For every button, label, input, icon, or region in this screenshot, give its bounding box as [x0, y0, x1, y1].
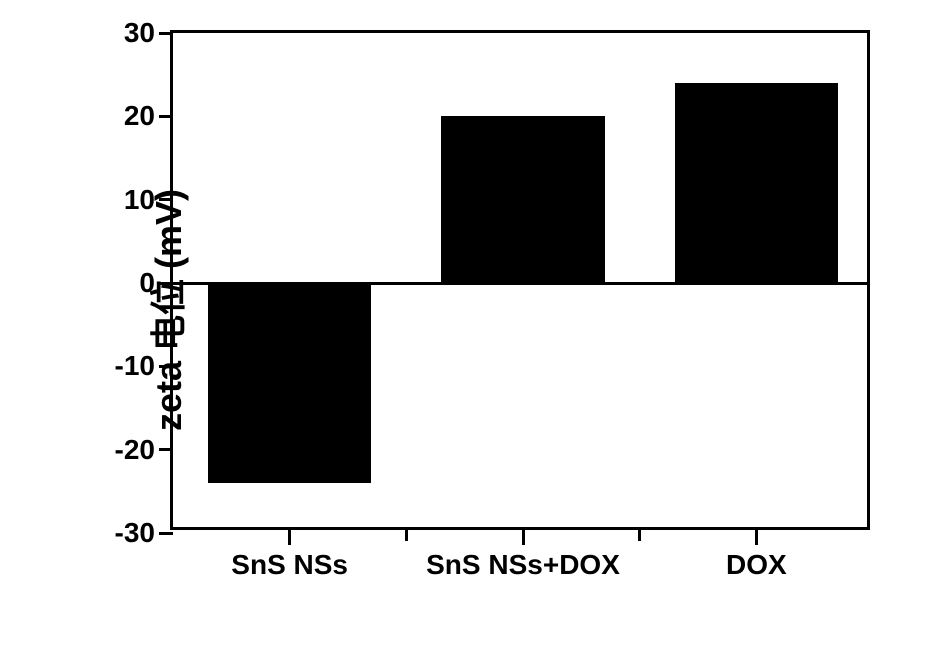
x-tick-label: SnS NSs+DOX	[426, 549, 620, 581]
x-tick-label: DOX	[726, 549, 787, 581]
x-tick	[522, 527, 525, 545]
x-tick-minor	[638, 527, 641, 541]
y-tick	[159, 532, 173, 535]
y-tick	[159, 32, 173, 35]
x-tick-minor	[405, 527, 408, 541]
chart-container: zeta 电位 (mV) -30-20-100102030SnS NSsSnS …	[90, 20, 890, 600]
x-tick-label: SnS NSs	[231, 549, 348, 581]
y-tick-label: 10	[124, 184, 155, 216]
y-tick	[159, 365, 173, 368]
x-tick	[288, 527, 291, 545]
y-tick	[159, 198, 173, 201]
y-tick-label: -10	[115, 350, 155, 382]
bar	[208, 283, 371, 483]
y-tick	[159, 448, 173, 451]
y-tick	[159, 115, 173, 118]
y-tick	[159, 282, 173, 285]
y-tick-label: 30	[124, 17, 155, 49]
y-tick-label: 20	[124, 100, 155, 132]
y-tick-label: -30	[115, 517, 155, 549]
x-tick	[755, 527, 758, 545]
bar	[675, 83, 838, 283]
bar	[441, 116, 604, 283]
plot-area: -30-20-100102030SnS NSsSnS NSs+DOXDOX	[170, 30, 870, 530]
y-tick-label: -20	[115, 434, 155, 466]
y-tick-label: 0	[139, 267, 155, 299]
